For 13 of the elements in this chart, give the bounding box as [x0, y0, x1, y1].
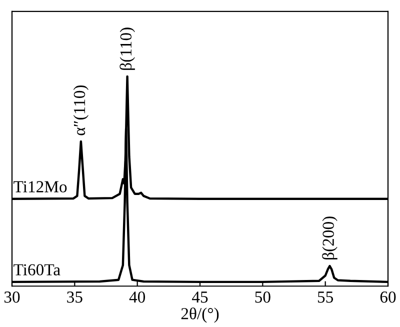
x-tick-label: 45: [192, 292, 208, 303]
x-tick-label: 60: [380, 291, 396, 303]
annotation: β(110): [120, 28, 135, 70]
x-axis-title: 2θ/(°): [181, 307, 219, 323]
annotation: β(200): [322, 216, 338, 260]
x-tick-label: 50: [255, 291, 270, 303]
x-tick-label: 55: [318, 292, 334, 303]
x-tick-label: 35: [67, 292, 82, 303]
series-label: Ti60Ta: [14, 264, 60, 276]
series-label: Ti12Mo: [14, 181, 67, 192]
x-tick-label: 30: [4, 291, 20, 303]
x-tick-label: 40: [129, 291, 146, 303]
annotation: α″(110): [73, 85, 88, 136]
